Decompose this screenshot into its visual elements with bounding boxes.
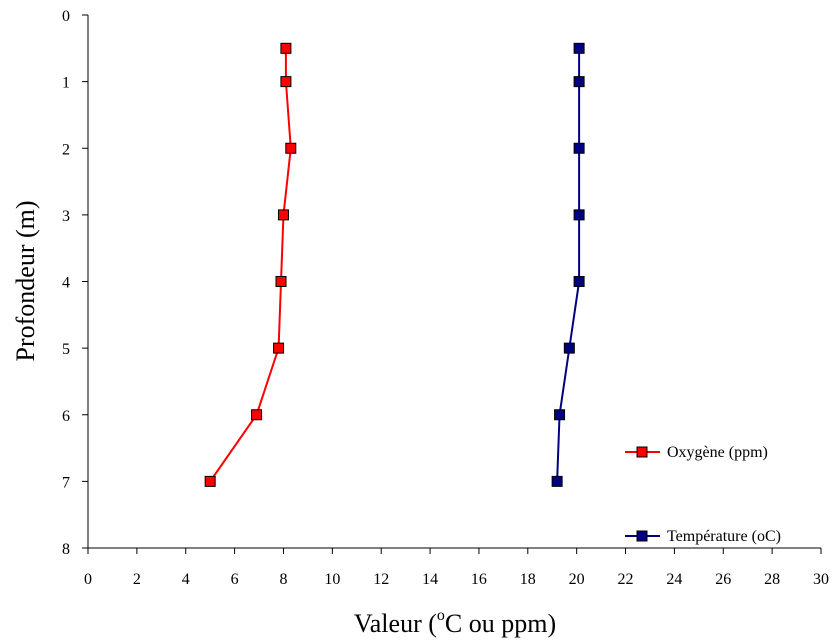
x-tick-label: 10 — [324, 571, 340, 588]
y-axis-ticks: 0 1 2 3 4 5 6 7 8 — [62, 8, 88, 558]
data-point-marker — [204, 475, 216, 487]
x-axis-title-superscript: o — [437, 607, 445, 624]
y-tick-label: 8 — [62, 541, 70, 558]
y-tick-label: 5 — [62, 341, 70, 358]
data-point-marker — [573, 42, 585, 54]
x-tick-label: 0 — [84, 571, 92, 588]
x-tick-label: 4 — [182, 571, 190, 588]
y-tick-label: 0 — [62, 8, 70, 25]
x-tick-label: 8 — [279, 571, 287, 588]
x-tick-label: 30 — [813, 571, 829, 588]
legend-marker — [636, 446, 648, 458]
data-point-marker — [563, 342, 575, 354]
data-point-marker — [573, 142, 585, 154]
legend: Oxygène (ppm) Température (oC) — [625, 444, 781, 545]
legend-item-0: Oxygène (ppm) — [625, 444, 768, 461]
data-point-marker — [285, 142, 297, 154]
legend-label: Température (oC) — [667, 528, 781, 545]
series-1 — [551, 42, 585, 487]
data-point-marker — [277, 209, 289, 221]
y-tick-label: 4 — [62, 275, 70, 292]
legend-marker — [636, 530, 648, 542]
data-point-marker — [280, 42, 292, 54]
x-axis-title: Valeur (oC ou ppm) — [354, 607, 556, 638]
data-point-marker — [280, 76, 292, 88]
data-point-marker — [551, 475, 563, 487]
y-tick-label: 3 — [62, 208, 70, 225]
y-tick-label: 7 — [62, 474, 70, 491]
x-tick-label: 20 — [569, 571, 585, 588]
x-axis-ticks: 0 2 4 6 8 10 12 14 16 18 20 22 24 26 28 30 — [84, 548, 829, 588]
x-tick-label: 28 — [764, 571, 780, 588]
data-point-marker — [251, 409, 263, 421]
x-tick-label: 6 — [231, 571, 239, 588]
x-tick-label: 16 — [471, 571, 487, 588]
x-tick-label: 24 — [666, 571, 682, 588]
x-tick-label: 14 — [422, 571, 438, 588]
x-tick-label: 12 — [373, 571, 389, 588]
data-point-marker — [275, 276, 287, 287]
y-tick-label: 2 — [62, 141, 70, 158]
series-0 — [204, 42, 297, 487]
x-tick-label: 26 — [715, 571, 731, 588]
data-point-marker — [573, 209, 585, 221]
y-tick-label: 1 — [62, 75, 70, 92]
data-point-marker — [554, 409, 566, 421]
data-point-marker — [573, 276, 585, 287]
data-point-marker — [273, 342, 285, 354]
x-tick-label: 2 — [133, 571, 141, 588]
y-axis-title: Profondeur (m) — [11, 200, 40, 361]
series-line — [556, 48, 581, 482]
data-point-marker — [573, 76, 585, 88]
series-line — [209, 48, 292, 482]
legend-item-1: Température (oC) — [625, 528, 781, 545]
axes — [87, 15, 821, 549]
x-tick-label: 18 — [520, 571, 536, 588]
series-layer — [204, 42, 585, 487]
y-tick-label: 6 — [62, 408, 70, 425]
legend-label: Oxygène (ppm) — [667, 444, 768, 461]
x-tick-label: 22 — [618, 571, 634, 588]
